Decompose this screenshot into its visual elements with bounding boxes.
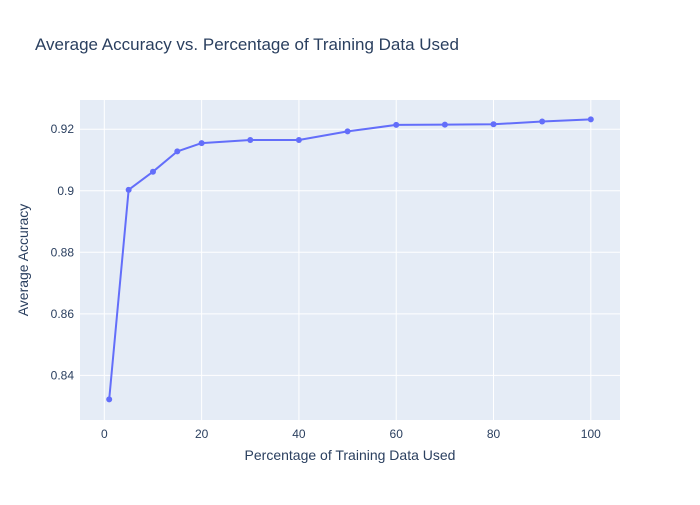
grid-lines [80, 100, 620, 420]
x-tick-label: 40 [292, 427, 306, 441]
data-point[interactable] [295, 137, 302, 143]
data-point[interactable] [539, 118, 546, 125]
x-axis-label: Percentage of Training Data Used [245, 447, 456, 463]
data-point[interactable] [198, 140, 205, 147]
data-point[interactable] [441, 121, 448, 128]
series-layer [106, 116, 594, 403]
data-point[interactable] [587, 116, 594, 123]
y-tick-label: 0.92 [51, 122, 75, 136]
x-tick-label: 80 [487, 427, 501, 441]
chart-title: Average Accuracy vs. Percentage of Train… [35, 35, 459, 54]
plot-background [80, 100, 620, 420]
data-point[interactable] [490, 121, 497, 128]
data-point[interactable] [174, 148, 181, 155]
data-point[interactable] [247, 137, 254, 143]
y-tick-label: 0.9 [57, 184, 74, 198]
data-point[interactable] [125, 186, 132, 193]
tick-labels: 0 20 40 60 80 100 0.84 0.86 0.88 0.9 0.92 [51, 122, 602, 441]
x-tick-label: 0 [101, 427, 108, 441]
y-axis-label: Average Accuracy [15, 204, 31, 317]
data-point[interactable] [344, 128, 351, 135]
x-tick-label: 60 [390, 427, 404, 441]
data-point[interactable] [106, 396, 113, 403]
y-tick-label: 0.88 [51, 245, 75, 259]
data-point[interactable] [149, 168, 156, 175]
y-tick-label: 0.84 [51, 368, 75, 382]
x-tick-label: 100 [581, 427, 601, 441]
y-tick-label: 0.86 [51, 307, 75, 321]
data-point[interactable] [393, 121, 400, 128]
x-tick-label: 20 [195, 427, 209, 441]
